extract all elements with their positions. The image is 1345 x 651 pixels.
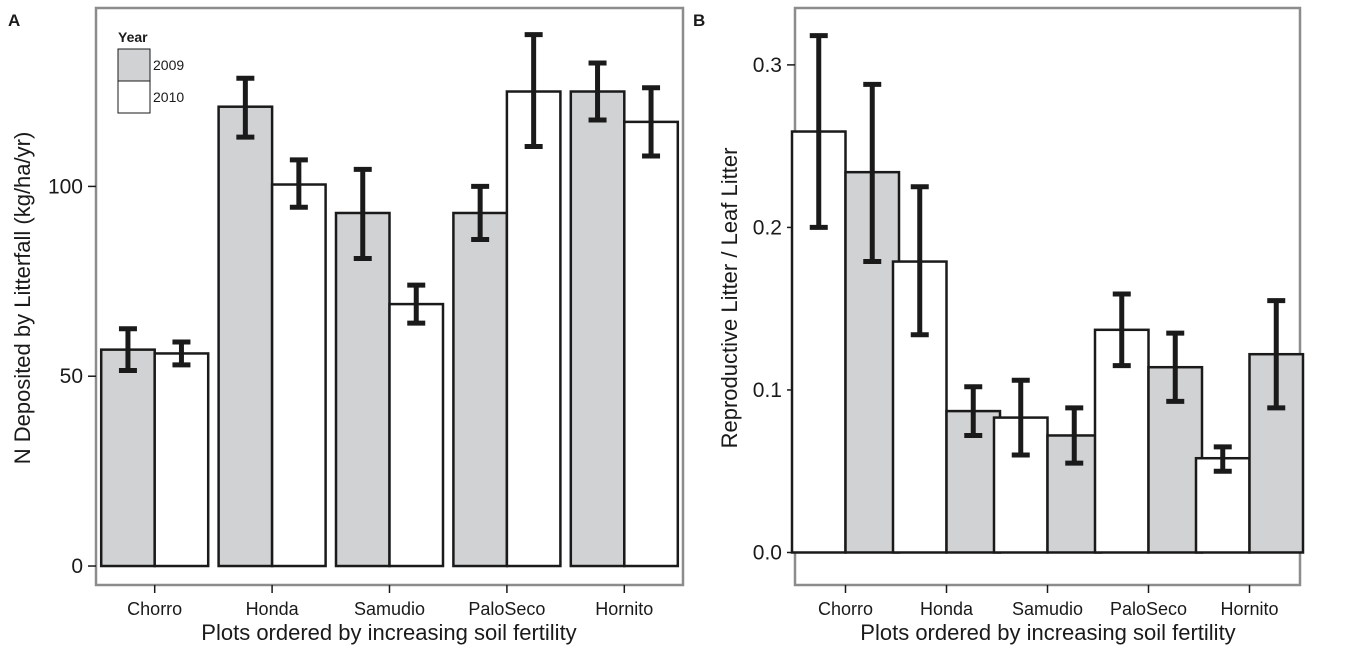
panel-a-bar — [388, 302, 445, 568]
panel-a-bar — [99, 348, 156, 568]
panel-a-bar — [452, 211, 509, 568]
panel-b: B 0.0 0.1 0.2 0.3 Chorro Honda Samudio PaloSeco… — [693, 6, 1305, 645]
panel-a-plot-area: 0 50 100 Chorro Honda Samudio PaloSeco Hornito — [48, 6, 685, 619]
panel-a-error-bar — [471, 183, 490, 243]
legend-label-2010: 2010 — [153, 89, 184, 105]
panel-b-plot-area: 0.0 0.1 0.2 0.3 Chorro Honda Samudio PaloSeco Ho… — [753, 6, 1305, 619]
panel-a-bar — [270, 183, 327, 568]
panel-a-error-bar — [524, 32, 543, 150]
panel-a-y-axis-label: N Deposited by Litterfall (kg/ha/yr) — [10, 132, 35, 465]
panel-a-x-tick-label: Chorro — [127, 599, 182, 619]
panel-a-x-axis-label: Plots ordered by increasing soil fertili… — [201, 620, 576, 645]
panel-a-error-bar — [118, 326, 137, 374]
legend-label-2009: 2009 — [153, 57, 184, 73]
panel-b-bar — [1194, 456, 1251, 554]
panel-a-letter: A — [8, 11, 20, 30]
panel-b-x-axis-label: Plots ordered by increasing soil fertili… — [860, 620, 1235, 645]
panel-a-bar — [505, 90, 562, 568]
panel-b-error-bar — [1166, 330, 1185, 404]
panel-a-bar — [623, 120, 680, 568]
panel-a-x-tick-label: Honda — [246, 599, 300, 619]
panel-b-y-tick-label: 0.1 — [753, 379, 782, 402]
panel-a-error-bar — [353, 166, 372, 262]
panel-b-x-tick-label: Chorro — [818, 599, 873, 619]
panel-a-bar — [334, 211, 391, 568]
panel-a: A 0 50 100 Chorro Honda Samudio PaloSeco Hornit… — [8, 6, 685, 645]
panel-a-x-tick-label: PaloSeco — [468, 599, 545, 619]
panel-b-y-tick-label: 0.3 — [753, 54, 782, 77]
panel-a-y-tick-label: 0 — [71, 555, 83, 578]
panel-a-error-bar — [642, 85, 661, 159]
panel-a-bar — [153, 352, 210, 568]
panel-b-y-tick-label: 0.0 — [753, 541, 782, 564]
panel-b-x-tick-label: PaloSeco — [1110, 599, 1187, 619]
panel-b-error-bar — [1267, 298, 1286, 411]
panel-a-bar — [217, 105, 274, 568]
panel-b-x-tick-label: Samudio — [1012, 599, 1083, 619]
legend-title: Year — [118, 29, 148, 45]
legend-swatch-2010 — [117, 80, 151, 114]
panel-b-error-bar — [1011, 377, 1030, 458]
panel-b-error-bar — [1213, 444, 1232, 474]
panel-a-x-tick-label: Samudio — [354, 599, 425, 619]
legend-swatch-2009 — [117, 48, 151, 82]
panel-a-y-tick-label: 100 — [48, 175, 83, 198]
panel-b-error-bar — [1065, 405, 1084, 466]
panel-b-error-bar — [863, 81, 882, 265]
panel-b-x-tick-label: Honda — [920, 599, 974, 619]
panel-a-error-bar — [588, 60, 607, 123]
panel-a-bar — [569, 90, 626, 568]
panel-a-y-tick-label: 50 — [60, 365, 83, 388]
panel-b-x-tick-label: Hornito — [1220, 599, 1278, 619]
panel-a-x-tick-label: Hornito — [595, 599, 653, 619]
legend: Year 2009 2010 — [117, 29, 184, 114]
panel-b-error-bar — [964, 384, 983, 438]
panel-b-y-axis-label: Reproductive Litter / Leaf Litter — [717, 148, 742, 449]
panel-a-error-bar — [407, 282, 426, 326]
panel-b-error-bar — [1112, 291, 1131, 369]
panel-b-y-tick-label: 0.2 — [753, 216, 782, 239]
panel-b-error-bar — [809, 33, 828, 230]
panel-a-error-bar — [172, 339, 191, 368]
panel-a-error-bar — [289, 157, 308, 210]
panel-b-error-bar — [910, 184, 929, 338]
panel-a-error-bar — [236, 75, 255, 140]
panel-b-letter: B — [693, 11, 705, 30]
